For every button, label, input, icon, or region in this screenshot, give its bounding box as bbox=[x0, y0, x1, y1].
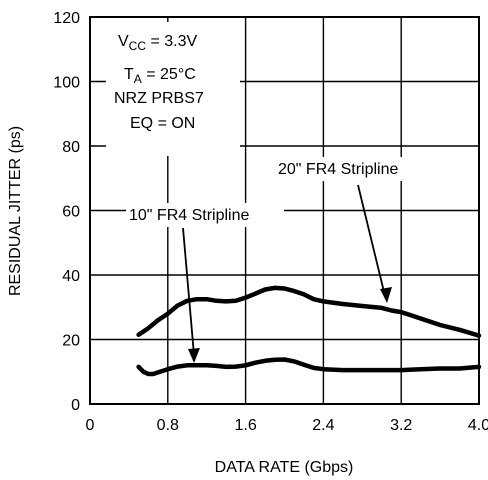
annotation-10in-label: 10" FR4 Stripline bbox=[129, 207, 250, 224]
condition-eq: EQ = ON bbox=[130, 115, 195, 132]
y-tick-label: 80 bbox=[62, 139, 80, 156]
series-line-10in-fr4-stripline bbox=[136, 357, 482, 377]
y-tick-labels: 0 20 40 60 80 100 120 bbox=[53, 10, 80, 414]
annotation-10in-arrow bbox=[182, 227, 195, 356]
x-axis-label: DATA RATE (Gbps) bbox=[215, 459, 354, 476]
annotations: 20" FR4 Stripline 10" FR4 Stripline bbox=[126, 157, 435, 363]
y-tick-label: 120 bbox=[53, 10, 80, 27]
annotation-10in-arrowhead bbox=[188, 348, 200, 363]
y-tick-label: 20 bbox=[62, 333, 80, 350]
x-tick-label: 1.6 bbox=[234, 417, 256, 434]
y-tick-label: 40 bbox=[62, 268, 80, 285]
series-line-20in-fr4-stripline bbox=[136, 285, 482, 338]
annotation-20in-arrow bbox=[357, 184, 386, 297]
annotation-20in-label: 20" FR4 Stripline bbox=[278, 161, 399, 178]
plot-frame bbox=[89, 16, 480, 405]
condition-ta: TA = 25°C bbox=[124, 66, 196, 86]
series-layer bbox=[136, 285, 482, 377]
x-tick-label: 4.0 bbox=[468, 417, 488, 434]
condition-pattern: NRZ PRBS7 bbox=[114, 90, 204, 107]
x-tick-label: 3.2 bbox=[390, 417, 412, 434]
x-tick-label: 0.8 bbox=[157, 417, 179, 434]
y-tick-label: 60 bbox=[62, 204, 80, 221]
conditions-box: VCC = 3.3V TA = 25°C NRZ PRBS7 EQ = ON bbox=[106, 22, 240, 156]
y-tick-label: 100 bbox=[53, 75, 80, 92]
x-tick-label: 2.4 bbox=[312, 417, 334, 434]
annotation-20in-arrowhead bbox=[380, 287, 392, 303]
condition-vcc: VCC = 3.3V bbox=[118, 33, 197, 53]
x-tick-labels: 0 0.8 1.6 2.4 3.2 4.0 bbox=[86, 417, 488, 434]
x-tick-label: 0 bbox=[86, 417, 95, 434]
y-axis-label: RESIDUAL JITTER (ps) bbox=[7, 126, 24, 296]
y-tick-label: 0 bbox=[71, 397, 80, 414]
